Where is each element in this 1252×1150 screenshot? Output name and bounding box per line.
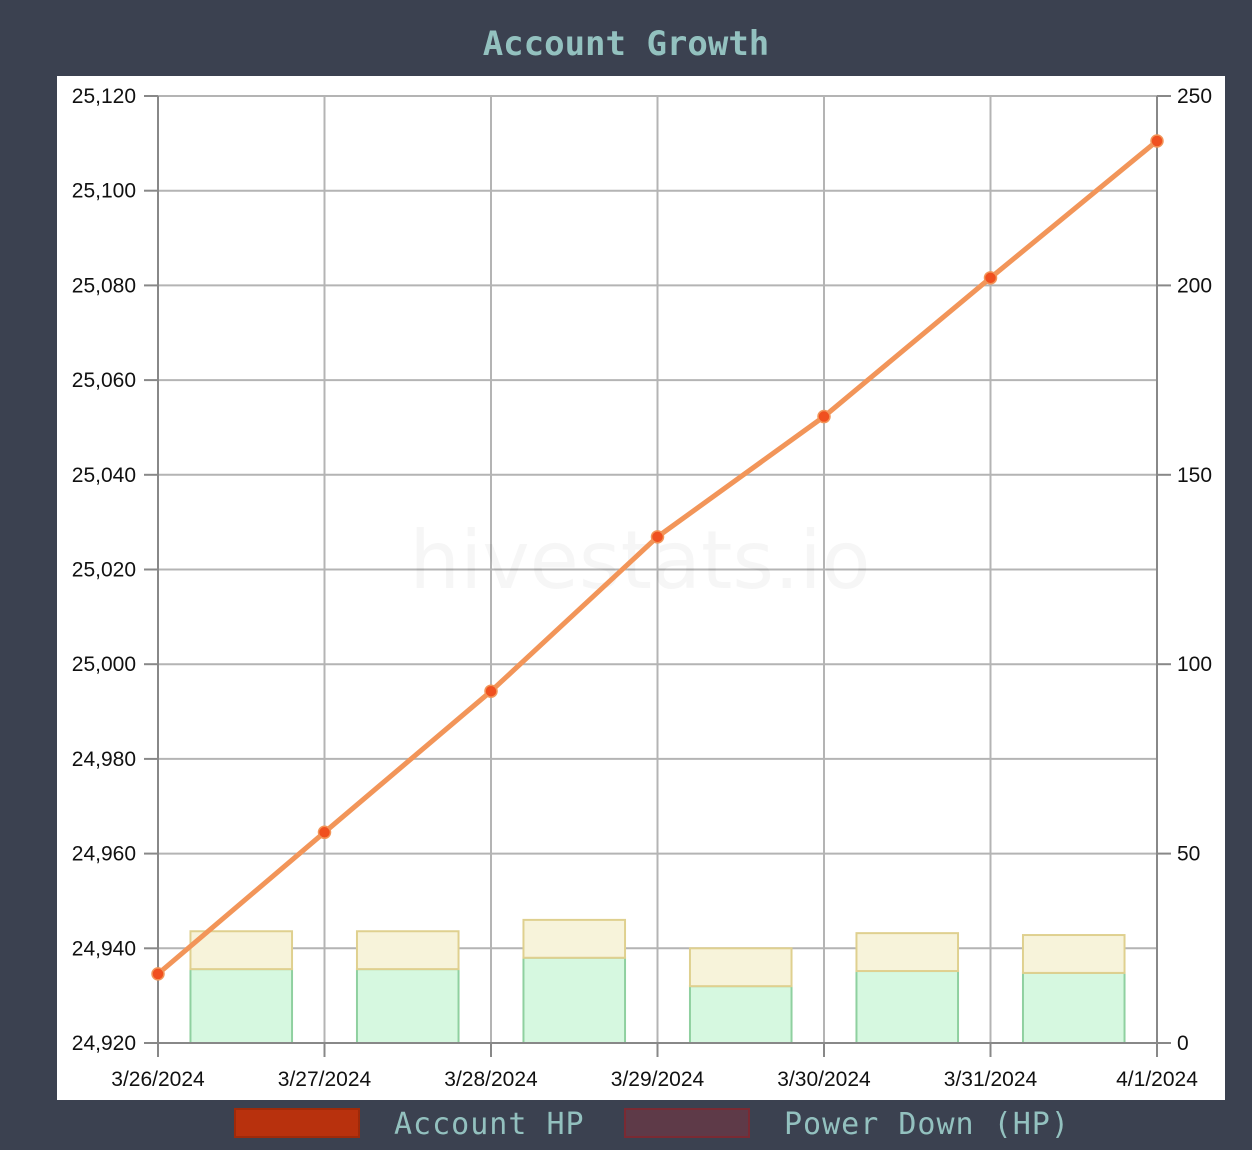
tick-label-right: 200 [1177, 274, 1212, 297]
bar-upper [1021, 934, 1126, 974]
tick-label-left: 25,060 [72, 369, 136, 392]
watermark: hivestats.io [409, 514, 870, 607]
tick-label-x: 3/29/2024 [611, 1068, 705, 1091]
data-point [151, 967, 165, 981]
legend-swatch-power-down [624, 1108, 750, 1138]
tick-label-right: 50 [1177, 843, 1200, 866]
tick-label-left: 24,940 [72, 937, 136, 960]
tick-label-left: 25,120 [72, 85, 136, 108]
bar-upper [522, 918, 627, 959]
bar-lower [355, 968, 460, 1044]
tick-label-left: 24,980 [72, 748, 136, 771]
tick-label-left: 25,000 [72, 653, 136, 676]
legend-label-power-down: Power Down (HP) [784, 1107, 1070, 1142]
bar-lower [1021, 971, 1126, 1044]
bars-layer [189, 918, 1126, 1045]
tick-label-left: 24,920 [72, 1032, 136, 1055]
data-point [484, 684, 498, 698]
tick-label-x: 3/26/2024 [111, 1068, 205, 1091]
bar-lower [855, 970, 960, 1045]
chart-svg: hivestats.io 24,920 24,940 24,960 24,980 25,… [72, 85, 1212, 1091]
tick-label-x: 4/1/2024 [1116, 1068, 1198, 1091]
chart-title: Account Growth [482, 24, 770, 64]
tick-label-x: 3/28/2024 [444, 1068, 538, 1091]
data-point [817, 409, 831, 424]
legend-swatch-account-hp [234, 1108, 360, 1138]
tick-label-right: 100 [1177, 653, 1212, 676]
data-point [650, 530, 665, 544]
bar-lower [522, 956, 627, 1045]
tick-label-left: 25,040 [72, 464, 136, 487]
legend: Account HP Power Down (HP) [0, 1100, 1252, 1150]
tick-label-x: 3/31/2024 [944, 1068, 1038, 1091]
tick-label-left: 25,020 [72, 559, 136, 582]
data-point [317, 825, 332, 840]
tick-label-x: 3/27/2024 [278, 1068, 372, 1091]
tick-label-left: 25,080 [72, 274, 136, 297]
tick-label-right: 0 [1177, 1032, 1189, 1055]
bar-upper [355, 930, 460, 971]
bar-upper [688, 947, 793, 988]
line-layer [151, 134, 1164, 981]
tick-label-right: 250 [1177, 85, 1212, 108]
data-point [983, 271, 998, 285]
bar-upper [189, 930, 294, 971]
tick-label-x: 3/30/2024 [777, 1068, 871, 1091]
bar-lower [688, 985, 793, 1044]
tick-label-left: 24,960 [72, 843, 136, 866]
plot-panel: hivestats.io 24,920 24,940 24,960 24,980 25,… [57, 76, 1225, 1100]
axis-layer: 24,920 24,940 24,960 24,980 25,000 25,020 25,0… [72, 85, 1212, 1091]
tick-label-right: 150 [1177, 464, 1212, 487]
bar-lower [189, 968, 294, 1044]
data-point [1150, 134, 1164, 148]
tick-label-left: 25,100 [72, 180, 136, 203]
legend-label-account-hp: Account HP [394, 1107, 585, 1142]
bar-upper [855, 932, 960, 973]
